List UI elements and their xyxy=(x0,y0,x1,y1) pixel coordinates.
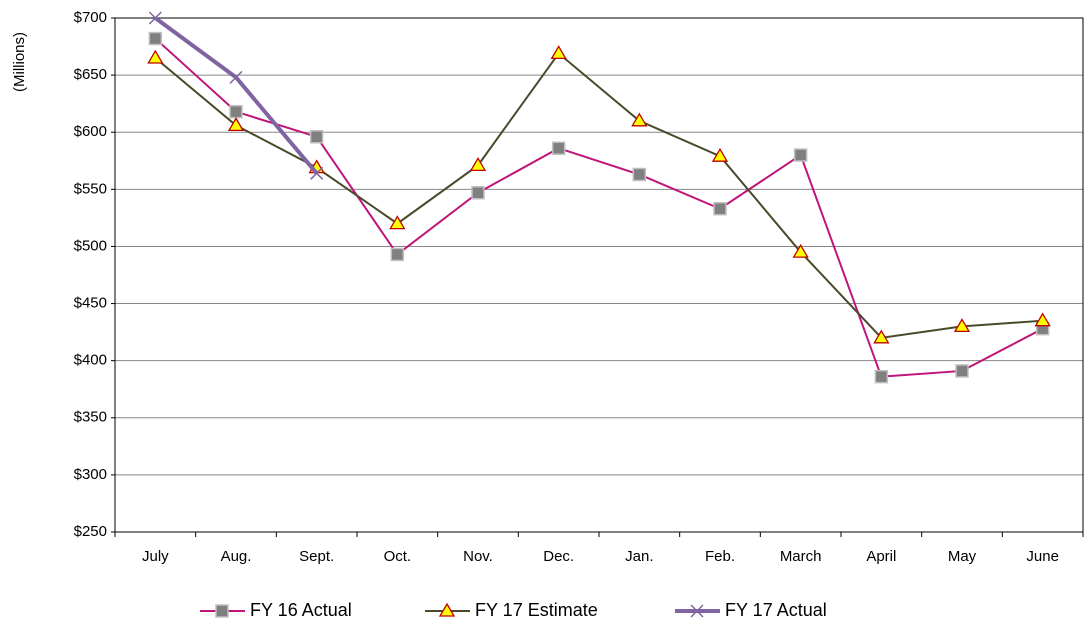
marker xyxy=(309,130,324,144)
series-line xyxy=(154,16,319,175)
marker xyxy=(874,369,889,384)
y-tick-label: $700 xyxy=(74,9,107,26)
y-tick-label: $400 xyxy=(74,352,107,369)
y-tick-label: $350 xyxy=(74,409,107,426)
marker xyxy=(229,70,243,84)
marker xyxy=(227,117,245,132)
x-tick-label: Dec. xyxy=(543,548,574,565)
marker xyxy=(792,243,809,258)
marker xyxy=(390,247,405,262)
marker xyxy=(793,148,808,162)
legend-text: FY 17 Estimate xyxy=(475,600,598,620)
marker xyxy=(148,31,163,46)
marker xyxy=(632,167,647,182)
series-line xyxy=(154,51,1043,339)
marker xyxy=(955,364,969,378)
marker xyxy=(229,104,243,119)
marker xyxy=(469,157,487,171)
x-tick-label: July xyxy=(142,548,169,565)
marker xyxy=(713,202,727,216)
marker xyxy=(631,112,648,127)
marker xyxy=(471,186,485,200)
y-tick-label: $300 xyxy=(74,466,107,483)
series-line xyxy=(154,37,1044,378)
plot-area xyxy=(114,17,1084,533)
y-tick-label: $450 xyxy=(74,295,107,312)
legend-text: FY 16 Actual xyxy=(250,600,352,620)
marker xyxy=(147,49,164,64)
marker xyxy=(551,141,566,155)
x-tick-label: May xyxy=(948,548,977,565)
y-tick-label: $650 xyxy=(74,66,107,83)
marker xyxy=(389,215,406,230)
marker xyxy=(690,604,704,618)
marker xyxy=(438,602,456,617)
x-tick-label: Nov. xyxy=(463,548,493,565)
marker xyxy=(148,11,162,25)
x-tick-label: Oct. xyxy=(384,548,412,565)
marker xyxy=(310,166,324,180)
x-tick-label: Jan. xyxy=(625,548,653,565)
marker xyxy=(1034,312,1051,327)
x-tick-label: April xyxy=(866,548,896,565)
x-tick-label: March xyxy=(780,548,822,565)
x-tick-label: Sept. xyxy=(299,548,334,565)
y-tick-label: $550 xyxy=(74,180,107,197)
y-tick-label: $600 xyxy=(74,123,107,140)
x-tick-label: June xyxy=(1026,548,1059,565)
legend-text: FY 17 Actual xyxy=(725,600,827,620)
y-tick-label: $250 xyxy=(74,523,107,540)
y-tick-label: $500 xyxy=(74,237,107,254)
x-tick-label: Feb. xyxy=(705,548,735,565)
x-tick-label: Aug. xyxy=(221,548,252,565)
marker xyxy=(550,45,567,60)
marker xyxy=(711,147,729,162)
y-axis-label: (Millions) xyxy=(11,32,28,92)
marker xyxy=(873,329,890,344)
marker xyxy=(953,318,971,333)
marker xyxy=(215,604,229,618)
